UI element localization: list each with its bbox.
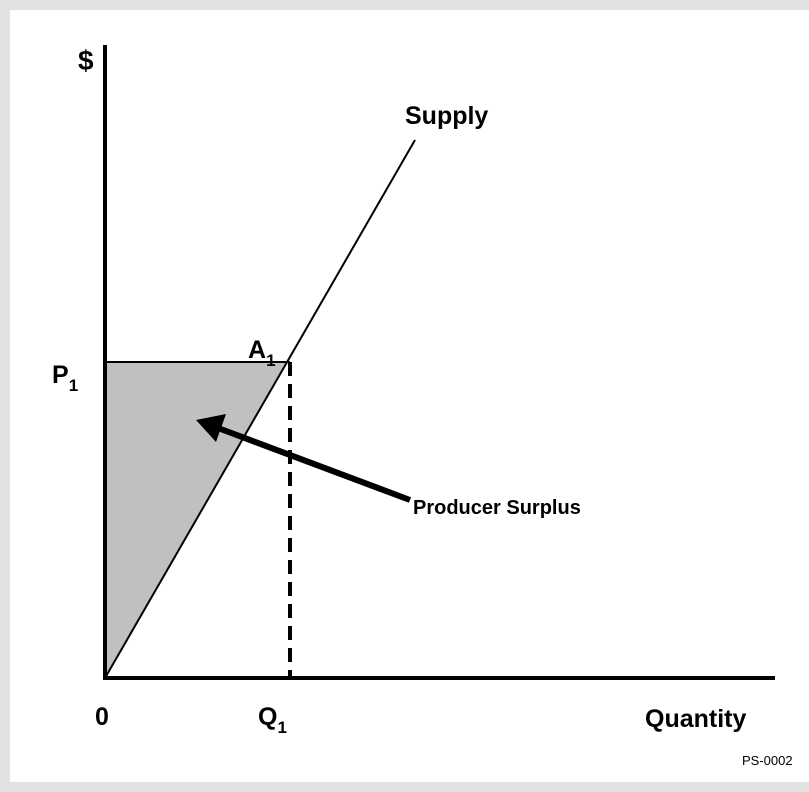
arrow-shaft [216, 425, 412, 503]
figure-id: PS-0002 [742, 753, 793, 768]
arrow-head [196, 414, 226, 442]
supply-curve [104, 139, 416, 679]
quantity-label-main: Q [258, 703, 277, 731]
quantity-label: Q1 [258, 703, 287, 737]
area-label: Producer Surplus [413, 497, 581, 519]
price-label-sub: 1 [69, 376, 78, 395]
origin-label: 0 [95, 703, 109, 731]
point-label-main: A [248, 336, 266, 364]
price-label: P1 [52, 361, 78, 395]
quantity-label-sub: 1 [277, 718, 286, 737]
curve-label: Supply [405, 102, 488, 130]
point-label: A1 [248, 336, 276, 370]
price-label-main: P [52, 361, 69, 389]
x-axis-label: Quantity [645, 705, 746, 733]
y-axis-label: $ [78, 45, 94, 76]
point-label-sub: 1 [266, 351, 275, 370]
